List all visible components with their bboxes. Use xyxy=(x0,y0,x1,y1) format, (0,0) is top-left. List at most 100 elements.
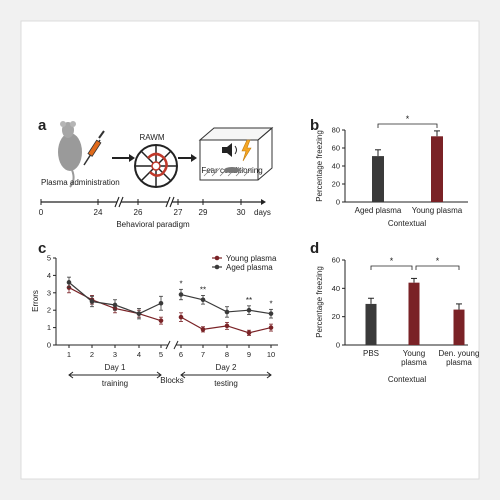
legend-label: Young plasma xyxy=(226,254,277,263)
y-tick-label: 60 xyxy=(332,256,340,265)
x-category-label: plasma xyxy=(401,358,427,367)
arrowhead-right xyxy=(156,371,162,379)
data-point xyxy=(246,330,252,336)
rawm-label: RAWM xyxy=(139,133,164,142)
data-point xyxy=(200,297,206,303)
panel-a-schematic: RAWM Fear conditioning xyxy=(39,121,274,229)
x-category-label: plasma xyxy=(446,358,472,367)
y-axis-label: Errors xyxy=(31,290,40,312)
timeline-tick-24: 24 xyxy=(94,208,103,217)
bar xyxy=(408,282,420,345)
y-tick-label: 60 xyxy=(332,144,340,153)
y-tick-label: 40 xyxy=(332,162,340,171)
significance-marker: ** xyxy=(246,296,252,305)
data-point xyxy=(224,309,230,315)
y-tick-label: 20 xyxy=(332,312,340,321)
x-category-label: Young xyxy=(403,349,425,358)
data-point xyxy=(66,280,72,285)
radial-arm-water-maze-icon xyxy=(134,144,178,188)
data-point xyxy=(268,325,274,330)
panel-b-chart: 0 20 40 60 80 Aged plasma Young plasma Percenta… xyxy=(315,114,468,228)
y-tick-label: 40 xyxy=(332,284,340,293)
data-point xyxy=(158,300,164,306)
fear-conditioning-box-icon xyxy=(198,126,274,181)
significance-marker: * xyxy=(390,256,394,266)
significance-marker: * xyxy=(269,299,272,308)
data-point xyxy=(158,318,164,323)
x-tick-label: 8 xyxy=(225,350,229,359)
legend-marker xyxy=(214,255,220,261)
x-tick-label: 1 xyxy=(67,350,71,359)
significance-bracket xyxy=(370,265,413,270)
y-tick-label: 80 xyxy=(332,126,340,135)
day-label: Day 1 xyxy=(105,363,126,372)
data-point xyxy=(224,323,230,329)
x-tick-label: 9 xyxy=(247,350,251,359)
x-category-label: Aged plasma xyxy=(355,206,402,215)
significance-marker: * xyxy=(179,279,182,288)
x-tick-label: 10 xyxy=(267,350,275,359)
plasma-administration-label: Plasma administration xyxy=(41,178,120,187)
data-point xyxy=(178,314,184,320)
y-tick-label: 1 xyxy=(47,323,51,332)
timeline-tick-30: 30 xyxy=(237,208,246,217)
y-axis-label: Percentage freezing xyxy=(315,266,324,338)
x-axis-label: Contextual xyxy=(388,219,426,228)
bar xyxy=(431,136,443,202)
y-axis-label: Percentage freezing xyxy=(315,130,324,202)
bar xyxy=(365,303,377,345)
y-tick-label: 20 xyxy=(332,180,340,189)
legend-marker xyxy=(214,264,220,270)
timeline-tick-26: 26 xyxy=(134,208,143,217)
lightning-icon xyxy=(241,139,252,162)
arrowhead-left xyxy=(68,371,74,379)
x-category-label: PBS xyxy=(363,349,379,358)
significance-marker: * xyxy=(406,114,410,124)
timeline-tick-27: 27 xyxy=(174,208,183,217)
figure-frame xyxy=(20,20,480,480)
arrowhead-left xyxy=(180,371,186,379)
timeline-tick-0: 0 xyxy=(39,208,44,217)
data-point xyxy=(246,307,252,313)
x-axis-label: Blocks xyxy=(160,376,184,385)
significance-bracket xyxy=(415,265,460,270)
day-sublabel: training xyxy=(102,379,128,388)
x-tick-label: 3 xyxy=(113,350,117,359)
panel-label-a: a xyxy=(38,117,47,134)
panel-label-d: d xyxy=(310,240,319,257)
data-point xyxy=(136,311,142,316)
speaker-icon xyxy=(222,143,237,157)
y-tick-label: 4 xyxy=(47,271,51,280)
panel-label-c: c xyxy=(38,240,46,257)
significance-marker: * xyxy=(436,256,440,266)
x-tick-label: 2 xyxy=(90,350,94,359)
y-tick-label: 0 xyxy=(47,341,51,350)
legend-label: Aged plasma xyxy=(226,263,273,272)
bar xyxy=(372,156,384,202)
y-tick-label: 0 xyxy=(336,341,340,350)
data-point xyxy=(200,327,206,332)
day-sublabel: testing xyxy=(214,379,238,388)
y-tick-label: 2 xyxy=(47,306,51,315)
timeline-unit-days: days xyxy=(254,208,271,217)
arrowhead-right xyxy=(266,371,272,379)
timeline: 0 24 26 27 29 30 days Behavioral paradig… xyxy=(39,196,271,229)
panel-label-b: b xyxy=(310,117,319,134)
behavioral-paradigm-label: Behavioral paradigm xyxy=(116,220,190,229)
x-category-label: Young plasma xyxy=(412,206,463,215)
x-tick-label: 7 xyxy=(201,350,205,359)
significance-marker: ** xyxy=(200,285,206,294)
x-tick-label: 5 xyxy=(159,350,163,359)
mouse-icon xyxy=(58,121,82,188)
x-category-label: Den. young xyxy=(439,349,480,358)
panel-c-chart: 0 1 2 3 4 5 1 2 3 4 5 6 7 8 9 10 Errors Blocks Young plasm… xyxy=(31,254,278,388)
syringe-icon xyxy=(83,130,105,166)
data-point xyxy=(112,302,118,308)
y-tick-label: 0 xyxy=(336,198,340,207)
y-tick-label: 3 xyxy=(47,288,51,297)
x-axis-label: Contextual xyxy=(388,375,426,384)
timeline-tick-29: 29 xyxy=(199,208,208,217)
bar xyxy=(453,309,465,345)
